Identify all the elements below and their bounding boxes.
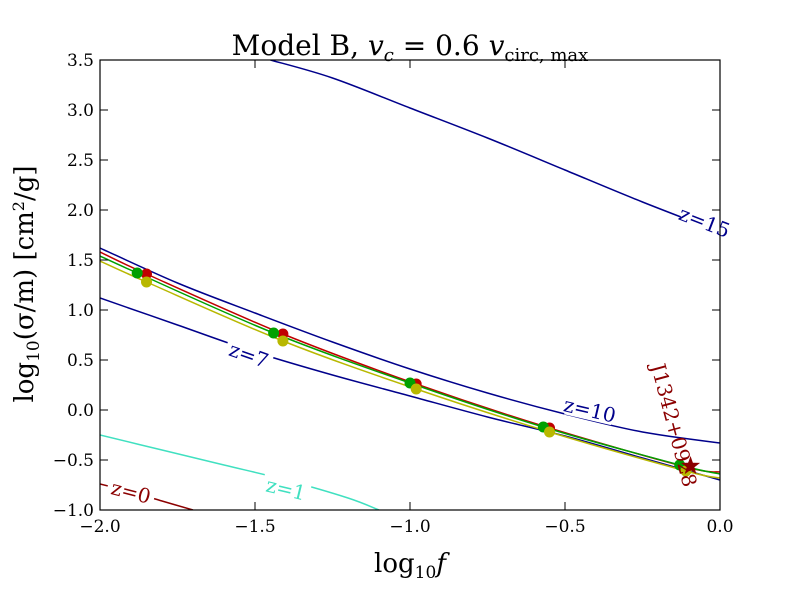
x-axis-label: log10f [374,549,450,583]
x-tick-label: −1.0 [389,517,430,537]
y-tick-label: 3.5 [67,51,94,71]
contour-line-z=7 [100,297,720,481]
contour-line-z=1 [100,434,380,510]
contour-label-bg-z=15 [678,202,732,241]
annotation-star [681,456,701,475]
y-tick-label: 2.0 [67,201,94,221]
y-tick-label: 1.5 [67,251,94,271]
chart-title: Model B, vc = 0.6 vcirc, max [232,29,589,66]
data-point-yellow-0 [141,276,152,288]
data-point-yellow-1 [277,335,289,347]
contour-label-bg-z=1 [260,471,313,505]
y-tick-label: −0.5 [53,451,94,471]
contour-label-group-z=10: z=10 [561,392,618,427]
data-point-green-0 [131,267,143,279]
contour-label-bg-z=7 [222,335,276,373]
y-tick-label: 2.5 [67,151,94,171]
x-tick-label: −2.0 [79,517,120,537]
data-point-yellow-3 [544,426,555,438]
axis-ticks: −2.0 −1.5 −1.0 −0.5 0.0 −1.0 −0.5 0.0 0.5 1.0 1.5 2… [53,51,734,537]
y-tick-label: 3.0 [67,101,94,121]
y-tick-label: 0.0 [67,401,94,421]
data-point-green-1 [268,327,280,339]
contour-label-bg-z=10 [564,392,616,426]
x-tick-label: −0.5 [544,517,585,537]
plot-area [100,60,720,510]
y-tick-label: −1.0 [53,501,94,521]
x-tick-label: 0.0 [706,517,733,537]
data-point-red-0 [141,268,152,280]
y-axis-label: log10(σ/m) [cm2/g] [9,165,44,402]
contour-line-z=15 [270,60,720,233]
x-tick-label: −1.5 [234,517,275,537]
y-tick-label: 1.0 [67,301,94,321]
data-point-yellow-2 [410,383,422,395]
contour-label-bg-z=0 [105,474,158,508]
contour-line-z=10 [100,247,720,444]
y-tick-label: 0.5 [67,351,94,371]
plot-frame [99,59,721,511]
